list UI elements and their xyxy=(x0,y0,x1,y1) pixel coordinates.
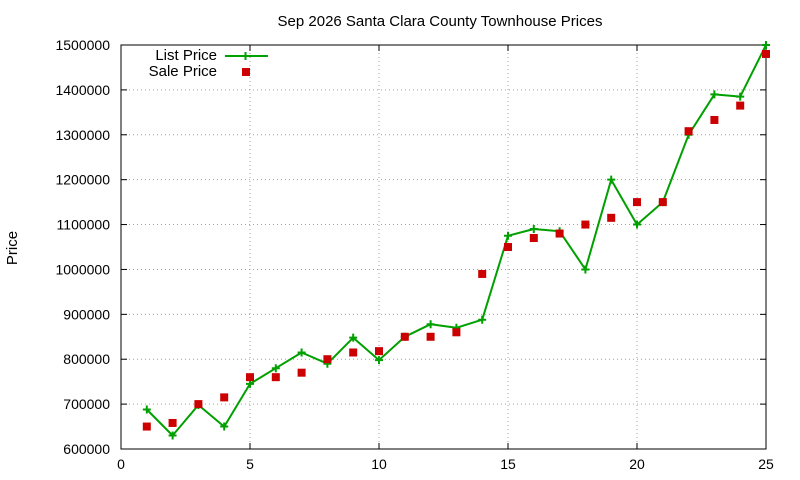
list-price-point xyxy=(607,175,616,184)
sale-price-point xyxy=(504,243,512,251)
x-tick-label: 0 xyxy=(117,456,125,472)
sale-price-point xyxy=(168,418,177,427)
x-tick-label: 25 xyxy=(758,456,774,472)
list-price-point xyxy=(246,379,254,388)
list-price-point xyxy=(297,348,306,357)
sale-price-point xyxy=(762,49,770,58)
y-tick-label: 1500000 xyxy=(55,37,110,53)
list-price-point xyxy=(478,315,487,324)
sale-price-point xyxy=(426,332,435,341)
y-tick-label: 1200000 xyxy=(55,172,110,188)
sale-price-point xyxy=(529,234,538,243)
sale-price-point xyxy=(220,393,229,402)
y-tick-label: 1300000 xyxy=(55,127,110,143)
sale-price-point xyxy=(349,348,358,357)
list-price-point xyxy=(375,356,383,365)
x-tick-label: 10 xyxy=(371,456,387,472)
sale-price-point xyxy=(658,198,667,207)
list-price-point xyxy=(581,265,590,274)
y-tick-label: 1100000 xyxy=(57,217,111,233)
y-tick-label: 1400000 xyxy=(55,82,110,98)
sale-price-point xyxy=(246,373,254,382)
axis-ticks: 0 5 10 15 20 25 600000 700000 800000 900000 100000… xyxy=(55,37,774,472)
sale-price-point xyxy=(452,328,461,337)
y-axis-label: Price xyxy=(4,231,21,265)
sale-price-point xyxy=(478,269,487,278)
list-price-point xyxy=(220,422,229,431)
list-price-point xyxy=(633,220,641,229)
y-tick-label: 700000 xyxy=(63,396,110,412)
sale-price-point xyxy=(736,101,745,110)
list-price-point xyxy=(710,90,719,99)
sale-price-point xyxy=(555,229,564,238)
list-price-point xyxy=(271,364,280,373)
legend-label-list-price: List Price xyxy=(155,47,217,64)
x-tick-label: 15 xyxy=(500,456,516,472)
series-line-list-price xyxy=(146,44,767,437)
sale-price-point xyxy=(375,347,383,356)
list-price-point xyxy=(736,92,745,101)
list-price-point xyxy=(142,405,151,414)
list-price-point xyxy=(426,320,435,329)
legend-marker-sale-price xyxy=(242,68,250,76)
sale-price-point xyxy=(581,220,590,229)
list-price-point xyxy=(349,333,358,342)
x-tick-label: 20 xyxy=(629,456,645,472)
sale-price-point xyxy=(142,422,151,431)
sale-price-point xyxy=(633,198,641,207)
plot-frame xyxy=(120,44,767,450)
chart-title: Sep 2026 Santa Clara County Townhouse Pr… xyxy=(278,13,603,30)
sale-price-point xyxy=(710,115,719,124)
legend: List Price Sale Price xyxy=(149,47,268,80)
sale-price-point xyxy=(400,332,409,341)
x-tick-label: 5 xyxy=(246,456,254,472)
series-layer xyxy=(142,41,770,440)
list-price-point xyxy=(168,431,177,440)
sale-price-point xyxy=(607,213,616,222)
y-tick-label: 900000 xyxy=(63,306,110,322)
sale-price-point xyxy=(297,368,306,377)
sale-price-point xyxy=(194,400,203,409)
legend-label-sale-price: Sale Price xyxy=(149,63,217,80)
legend-marker-list-price xyxy=(241,52,250,60)
sale-price-point xyxy=(271,373,280,382)
list-price-point xyxy=(762,41,770,49)
sale-price-point xyxy=(323,355,332,364)
list-price-point xyxy=(504,231,512,240)
y-tick-label: 1000000 xyxy=(55,261,110,277)
y-tick-label: 800000 xyxy=(63,351,110,367)
y-tick-label: 600000 xyxy=(63,441,110,457)
sale-price-point xyxy=(684,127,693,136)
grid xyxy=(121,45,766,449)
list-price-point xyxy=(529,225,538,234)
